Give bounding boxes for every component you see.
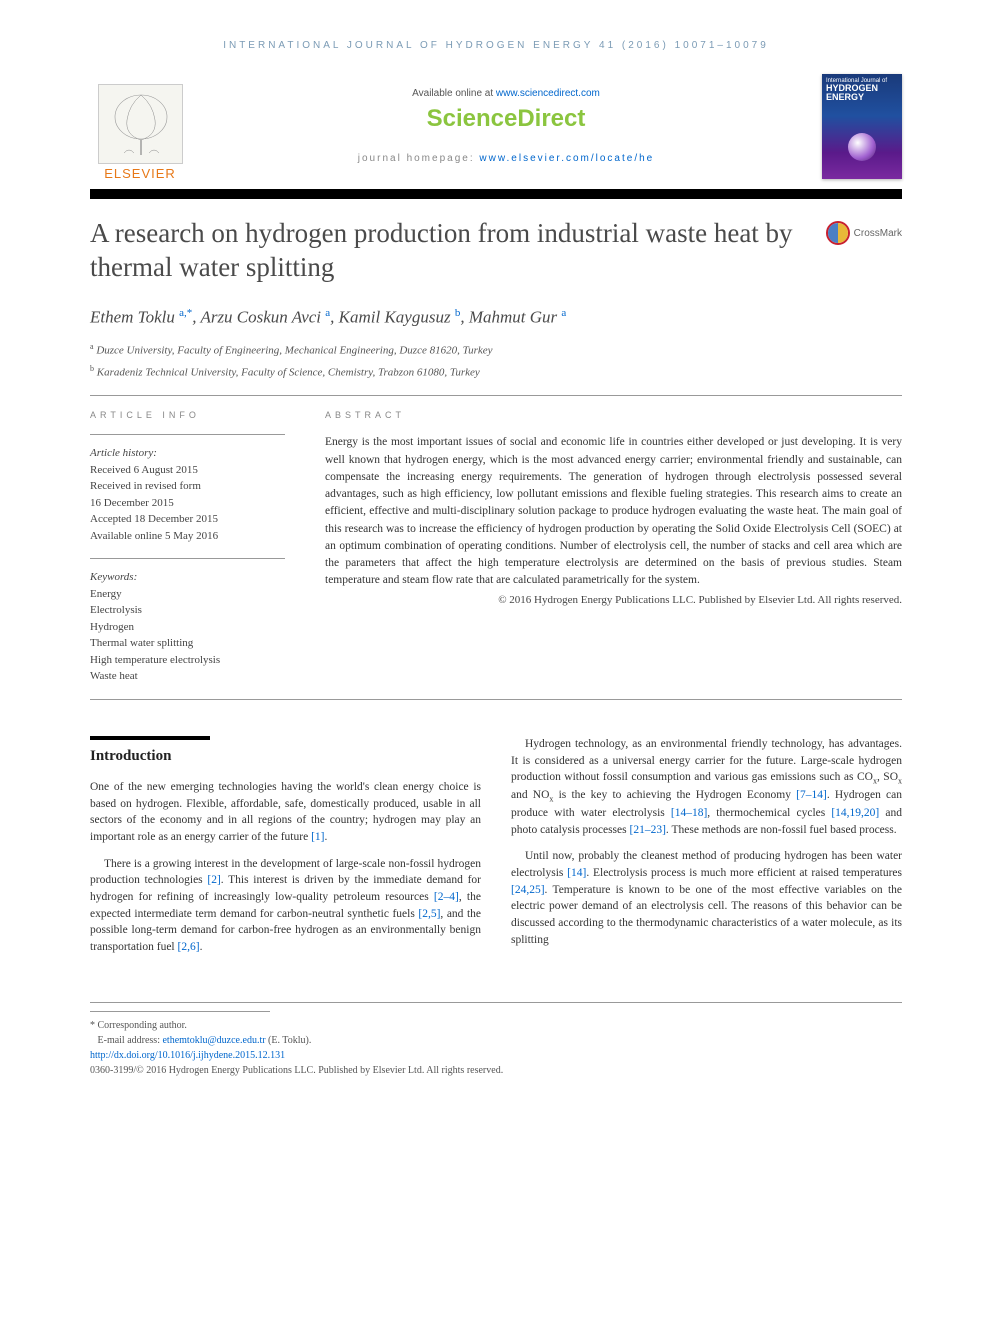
author-2[interactable]: Arzu Coskun Avci bbox=[200, 307, 321, 326]
doi-link[interactable]: http://dx.doi.org/10.1016/j.ijhydene.201… bbox=[90, 1050, 285, 1061]
intro-p4: Until now, probably the cleanest method … bbox=[511, 848, 902, 948]
cover-sphere-icon bbox=[848, 133, 876, 161]
ref-link[interactable]: [7–14] bbox=[796, 789, 827, 801]
available-label: Available online at bbox=[412, 88, 496, 99]
keyword: Waste heat bbox=[90, 668, 285, 685]
section-bar bbox=[90, 736, 210, 740]
paper-title: A research on hydrogen production from i… bbox=[90, 217, 806, 285]
ref-link[interactable]: [1] bbox=[311, 831, 324, 843]
ref-link[interactable]: [24,25] bbox=[511, 884, 545, 896]
author-2-sup: a bbox=[325, 307, 330, 319]
intro-p2: There is a growing interest in the devel… bbox=[90, 856, 481, 956]
keyword: Thermal water splitting bbox=[90, 635, 285, 652]
email-link[interactable]: ethemtoklu@duzce.edu.tr bbox=[162, 1035, 265, 1046]
abstract-text: Energy is the most important issues of s… bbox=[325, 434, 902, 589]
received-date: Received 6 August 2015 bbox=[90, 462, 285, 479]
ref-link[interactable]: [14–18] bbox=[671, 807, 707, 819]
keyword: High temperature electrolysis bbox=[90, 652, 285, 669]
ref-link[interactable]: [21–23] bbox=[630, 824, 666, 836]
elsevier-tree-icon bbox=[98, 84, 183, 164]
header-center: Available online at www.sciencedirect.co… bbox=[190, 88, 822, 164]
accepted-date: Accepted 18 December 2015 bbox=[90, 511, 285, 528]
abstract-column: ABSTRACT Energy is the most important is… bbox=[325, 410, 902, 685]
email-line: E-mail address: ethemtoklu@duzce.edu.tr … bbox=[90, 1033, 902, 1048]
body-columns: Introduction One of the new emerging tec… bbox=[90, 736, 902, 966]
author-1[interactable]: Ethem Toklu bbox=[90, 307, 175, 326]
author-3-sup: b bbox=[455, 307, 461, 319]
crossmark-badge[interactable]: CrossMark bbox=[826, 221, 902, 245]
issn-copyright: 0360-3199/© 2016 Hydrogen Energy Publica… bbox=[90, 1063, 902, 1078]
author-4-sup: a bbox=[561, 307, 566, 319]
revised-date-1: Received in revised form bbox=[90, 478, 285, 495]
article-history: Article history: Received 6 August 2015 … bbox=[90, 434, 285, 544]
divider-bar bbox=[90, 189, 902, 199]
keywords-title: Keywords: bbox=[90, 569, 285, 586]
crossmark-icon bbox=[826, 221, 850, 245]
left-column: Introduction One of the new emerging tec… bbox=[90, 736, 481, 966]
crossmark-text: CrossMark bbox=[854, 228, 902, 239]
ref-link[interactable]: [2] bbox=[207, 874, 220, 886]
online-date: Available online 5 May 2016 bbox=[90, 528, 285, 545]
abstract-copyright: © 2016 Hydrogen Energy Publications LLC.… bbox=[325, 594, 902, 606]
corresponding-author: * Corresponding author. bbox=[90, 1018, 902, 1033]
divider bbox=[90, 395, 902, 396]
author-3[interactable]: Kamil Kaygusuz bbox=[339, 307, 451, 326]
page-footer: * Corresponding author. E-mail address: … bbox=[90, 1002, 902, 1078]
ref-link[interactable]: [14] bbox=[567, 867, 586, 879]
affiliation-a: a Duzce University, Faculty of Engineeri… bbox=[90, 341, 902, 359]
ref-link[interactable]: [2–4] bbox=[434, 891, 459, 903]
intro-p3: Hydrogen technology, as an environmental… bbox=[511, 736, 902, 838]
sciencedirect-link[interactable]: www.sciencedirect.com bbox=[496, 88, 600, 99]
sciencedirect-logo[interactable]: ScienceDirect bbox=[190, 105, 822, 133]
publisher-header: ELSEVIER Available online at www.science… bbox=[90, 71, 902, 181]
author-1-sup: a,* bbox=[179, 307, 192, 319]
right-column: Hydrogen technology, as an environmental… bbox=[511, 736, 902, 966]
footer-divider bbox=[90, 1011, 270, 1012]
homepage-link[interactable]: www.elsevier.com/locate/he bbox=[479, 153, 654, 164]
elsevier-logo[interactable]: ELSEVIER bbox=[90, 71, 190, 181]
ref-link[interactable]: [2,6] bbox=[178, 941, 200, 953]
keyword: Hydrogen bbox=[90, 619, 285, 636]
intro-p1: One of the new emerging technologies hav… bbox=[90, 779, 481, 846]
elsevier-text: ELSEVIER bbox=[104, 166, 176, 181]
authors-line: Ethem Toklu a,*, Arzu Coskun Avci a, Kam… bbox=[90, 307, 902, 328]
running-header: INTERNATIONAL JOURNAL OF HYDROGEN ENERGY… bbox=[90, 40, 902, 51]
article-info-column: ARTICLE INFO Article history: Received 6… bbox=[90, 410, 285, 685]
abstract-label: ABSTRACT bbox=[325, 410, 902, 420]
keyword: Energy bbox=[90, 586, 285, 603]
author-4[interactable]: Mahmut Gur bbox=[469, 307, 557, 326]
introduction-heading: Introduction bbox=[90, 748, 481, 765]
cover-main-text: HYDROGEN ENERGY bbox=[826, 84, 898, 104]
homepage-label: journal homepage: bbox=[358, 153, 480, 164]
article-info-label: ARTICLE INFO bbox=[90, 410, 285, 420]
revised-date-2: 16 December 2015 bbox=[90, 495, 285, 512]
available-online: Available online at www.sciencedirect.co… bbox=[190, 88, 822, 99]
keyword: Electrolysis bbox=[90, 602, 285, 619]
journal-cover[interactable]: International Journal of HYDROGEN ENERGY bbox=[822, 74, 902, 179]
journal-homepage: journal homepage: www.elsevier.com/locat… bbox=[190, 153, 822, 164]
ref-link[interactable]: [2,5] bbox=[418, 908, 440, 920]
affiliation-b: b Karadeniz Technical University, Facult… bbox=[90, 363, 902, 381]
keywords-block: Keywords: Energy Electrolysis Hydrogen T… bbox=[90, 558, 285, 685]
divider bbox=[90, 699, 902, 700]
history-title: Article history: bbox=[90, 445, 285, 462]
ref-link[interactable]: [14,19,20] bbox=[831, 807, 879, 819]
